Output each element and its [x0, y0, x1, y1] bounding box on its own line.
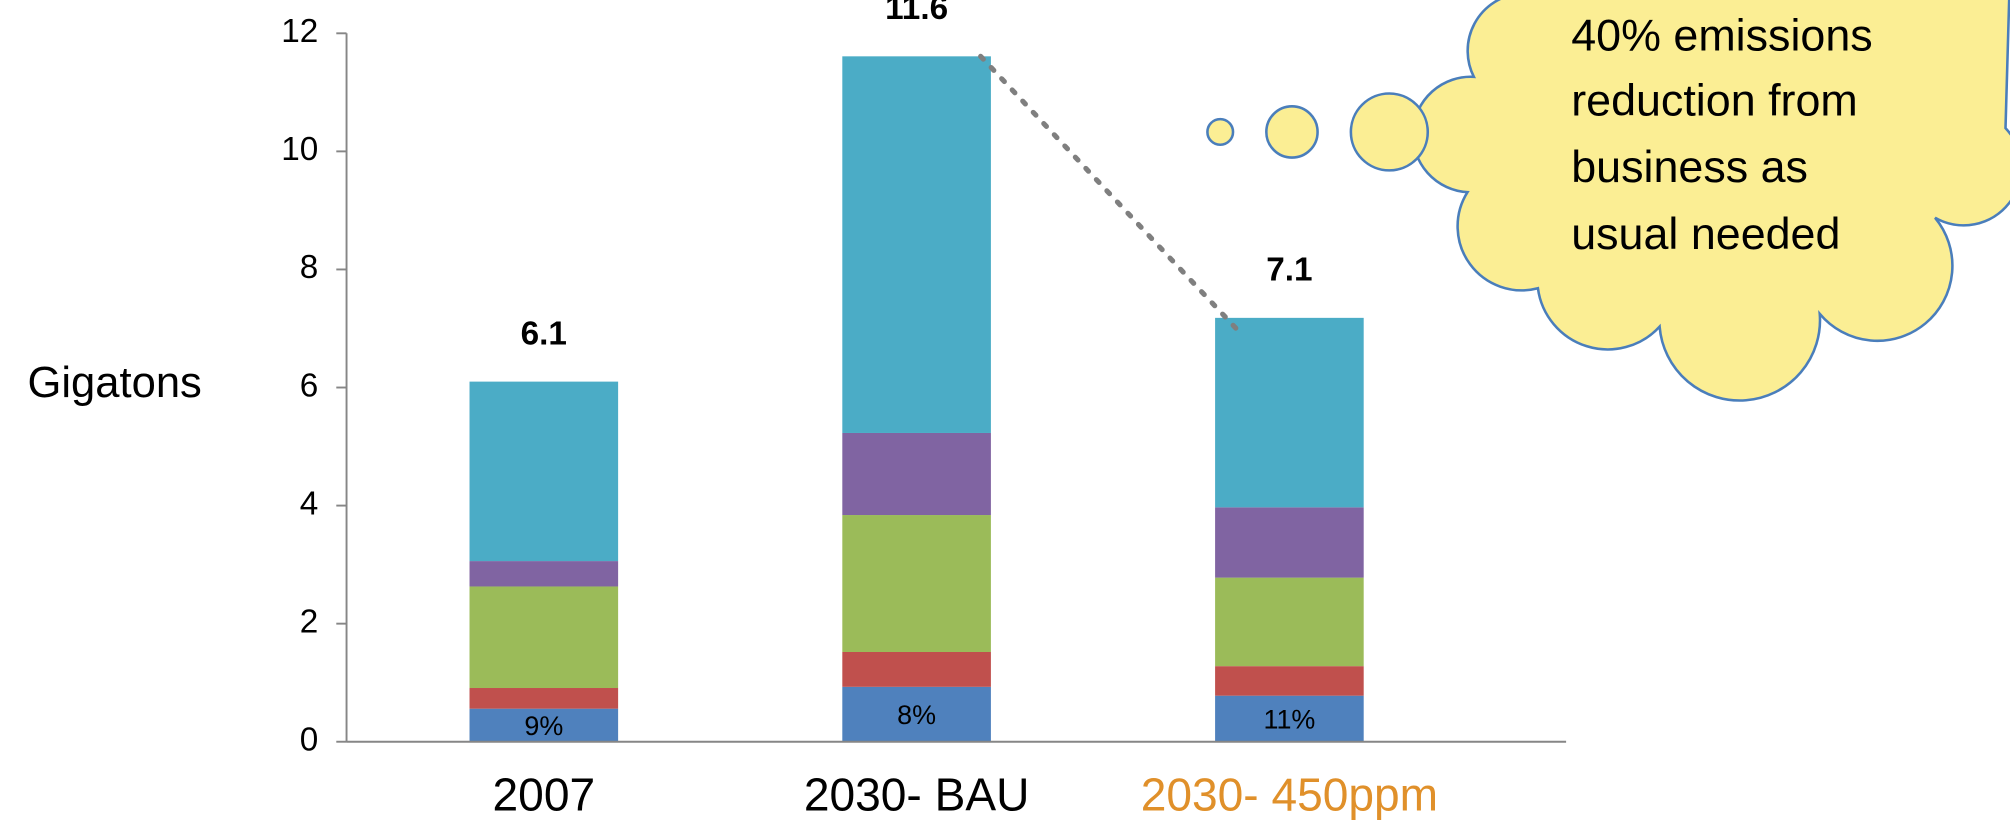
thought-bubble	[1206, 117, 1235, 147]
callout-line: business as	[1571, 141, 1808, 192]
bar-segment	[842, 651, 991, 687]
x-tick-label: 2030- 450ppm	[1141, 768, 1438, 820]
callout-line: 40% emissions	[1571, 9, 1872, 60]
segment-label: 9%	[524, 711, 563, 741]
bar-segment	[469, 688, 619, 709]
bar-segment	[1215, 507, 1364, 578]
x-tick-label: 2030- BAU	[804, 768, 1030, 820]
bar-segment	[842, 686, 991, 742]
total-label: 7.1	[1266, 252, 1312, 289]
bar-segment	[842, 432, 991, 516]
bar-segment	[469, 381, 619, 562]
thought-bubble	[1265, 105, 1319, 159]
y-axis-label: Gigatons	[28, 359, 202, 407]
bar-segment	[842, 56, 991, 433]
reduction-connector	[978, 53, 1241, 334]
bar-segment	[469, 708, 619, 742]
y-tick-label: 8	[300, 249, 319, 286]
callout-line: usual needed	[1571, 208, 1840, 259]
y-tick-label: 2	[300, 603, 319, 640]
callout-line: reduction from	[1571, 75, 1858, 126]
segment-label: 11%	[1263, 704, 1315, 734]
bar-segment	[1215, 695, 1364, 742]
bar-segment	[1215, 666, 1364, 696]
bar-segment	[469, 586, 619, 689]
total-label: 11.6	[885, 0, 948, 27]
y-tick-label: 4	[300, 485, 319, 522]
y-tick-label: 12	[281, 13, 318, 50]
bar-segment	[842, 515, 991, 652]
x-tick-label: 2007	[493, 768, 596, 820]
y-tick-label: 6	[300, 367, 319, 404]
bar-segment	[1215, 317, 1364, 508]
segment-label: 8%	[897, 700, 936, 730]
y-tick-label: 10	[281, 131, 318, 168]
bar-segment	[1215, 577, 1364, 667]
total-label: 6.1	[521, 315, 567, 352]
bar-segment	[469, 561, 619, 587]
y-tick-label: 0	[300, 722, 319, 759]
thought-bubble	[1349, 92, 1430, 172]
